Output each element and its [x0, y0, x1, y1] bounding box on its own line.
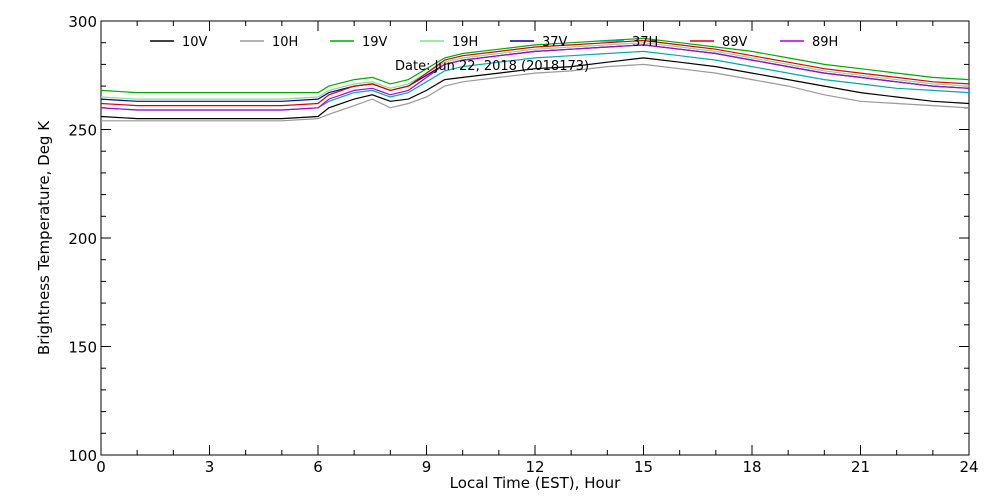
series-line-89h [100, 44, 970, 111]
legend-label: 19H [452, 35, 478, 50]
axis-ticks: 0 3 6 9 12 15 18 21 24 100 150 200 250 300 [68, 13, 978, 476]
series-line-19h [100, 42, 970, 100]
y-tick-label: 100 [68, 447, 97, 465]
legend-label: 37H [632, 35, 658, 50]
legend: 10V 10H 19V 19H 37V 37H 89V 89H [150, 35, 838, 50]
x-tick-label: 6 [313, 458, 323, 476]
x-tick-label: 15 [634, 458, 653, 476]
series-line-19v [100, 37, 970, 94]
legend-label: 19V [362, 35, 388, 50]
legend-label: 10V [182, 35, 208, 50]
series-line-10v [100, 57, 970, 120]
legend-label: 37V [542, 35, 568, 50]
series-line-10h [101, 63, 970, 122]
chart-title: Date: Jun 22, 2018 (2018173) [395, 59, 589, 74]
x-tick-label: 24 [959, 458, 978, 476]
legend-label: 89H [812, 35, 838, 50]
y-tick-label: 200 [68, 230, 97, 248]
y-tick-label: 250 [68, 122, 97, 140]
x-axis-label: Local Time (EST), Hour [450, 474, 621, 492]
y-tick-label: 150 [68, 339, 97, 357]
x-tick-label: 0 [96, 458, 106, 476]
x-tick-label: 3 [205, 458, 215, 476]
y-axis-label: Brightness Temperature, Deg K [35, 120, 53, 355]
x-tick-label: 12 [525, 458, 544, 476]
x-tick-label: 9 [422, 458, 432, 476]
legend-label: 89V [722, 35, 748, 50]
series-line-89v [100, 39, 970, 107]
y-tick-label: 300 [68, 13, 97, 31]
plot-frame [100, 20, 970, 456]
legend-label: 10H [272, 35, 298, 50]
x-tick-label: 18 [742, 458, 761, 476]
x-tick-label: 21 [851, 458, 870, 476]
series-lines [100, 37, 970, 122]
